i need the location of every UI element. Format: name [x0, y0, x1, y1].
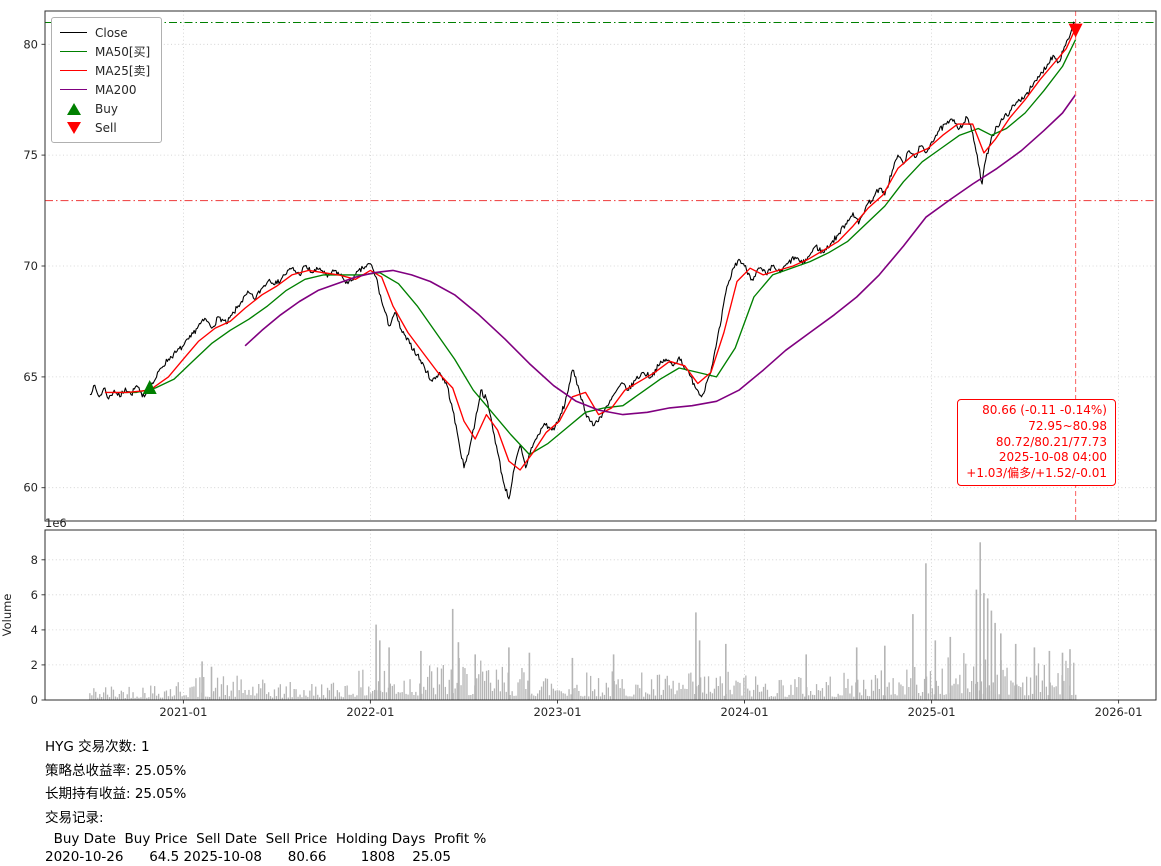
trade-count-line: HYG 交易次数: 1 [45, 736, 486, 760]
trade-record-title: 交易记录: [45, 807, 486, 831]
legend-item-ma25: MA25[卖] [60, 61, 150, 80]
price-volume-plot: 60 65 70 75 80 0 2 4 6 8 2021-01 2022-01 2023-01 2024… [0, 0, 1161, 730]
chart-legend: Close MA50[买] MA25[卖] MA200 Buy Sell [51, 17, 162, 143]
legend-item-ma200: MA200 [60, 80, 150, 99]
close-line-swatch [60, 32, 87, 33]
svg-text:60: 60 [23, 481, 38, 495]
svg-text:2022-01: 2022-01 [346, 705, 394, 719]
svg-text:2023-01: 2023-01 [533, 705, 581, 719]
svg-text:80: 80 [23, 37, 38, 51]
series-3 [245, 95, 1076, 415]
svg-text:2025-01: 2025-01 [908, 705, 956, 719]
legend-label: Buy [95, 102, 118, 116]
volume-axis-label: Volume [0, 594, 14, 637]
legend-item-ma50: MA50[买] [60, 42, 150, 61]
svg-text:2021-01: 2021-01 [159, 705, 207, 719]
sell-marker [1069, 24, 1083, 38]
svg-text:8: 8 [31, 553, 38, 567]
price-annotation-box: 80.66 (-0.11 -0.14%) 72.95~80.98 80.72/8… [957, 399, 1116, 486]
ma200-line-swatch [60, 89, 87, 90]
legend-label: MA200 [95, 83, 136, 97]
trade-table: Buy Date Buy Price Sell Date Sell Price … [45, 831, 486, 866]
svg-text:75: 75 [23, 148, 38, 162]
svg-text:2: 2 [31, 658, 38, 672]
hold-return-line: 长期持有收益: 25.05% [45, 783, 486, 807]
svg-text:6: 6 [31, 588, 38, 602]
svg-text:4: 4 [31, 623, 38, 637]
svg-text:65: 65 [23, 370, 38, 384]
legend-label: MA50[买] [95, 43, 150, 60]
strategy-return-line: 策略总收益率: 25.05% [45, 760, 486, 784]
gridlines [45, 11, 1156, 700]
annotation-datetime: 2025-10-08 04:00 [966, 450, 1107, 466]
svg-text:2024-01: 2024-01 [720, 705, 768, 719]
legend-label: MA25[卖] [95, 62, 150, 79]
trade-table-row: 2020-10-26 64.5 2025-10-08 80.66 1808 25… [45, 849, 486, 866]
legend-item-sell: Sell [60, 118, 150, 137]
ma25-line-swatch [60, 70, 87, 71]
ma50-line-swatch [60, 51, 87, 52]
annotation-price-change: 80.66 (-0.11 -0.14%) [966, 403, 1107, 419]
svg-text:2026-01: 2026-01 [1095, 705, 1143, 719]
series-2 [105, 28, 1076, 470]
volume-bars [89, 542, 1076, 700]
series-0 [90, 22, 1076, 499]
annotation-ma-values: 80.72/80.21/77.73 [966, 435, 1107, 451]
svg-text:0: 0 [31, 693, 38, 707]
series-1 [120, 40, 1076, 455]
legend-label: Sell [95, 121, 117, 135]
legend-item-close: Close [60, 23, 150, 42]
legend-item-buy: Buy [60, 99, 150, 118]
legend-label: Close [95, 26, 128, 40]
svg-text:70: 70 [23, 259, 38, 273]
sell-triangle-icon [67, 122, 81, 134]
volume-offset-label: 1e6 [45, 516, 67, 530]
trade-table-header: Buy Date Buy Price Sell Date Sell Price … [45, 831, 486, 849]
strategy-stats-block: HYG 交易次数: 1 策略总收益率: 25.05% 长期持有收益: 25.05… [45, 736, 486, 866]
axis-ticks-and-labels: 60 65 70 75 80 0 2 4 6 8 2021-01 2022-01 2023-01 2024… [0, 37, 1143, 719]
annotation-signal: +1.03/偏多/+1.52/-0.01 [966, 466, 1107, 482]
buy-triangle-icon [67, 103, 81, 115]
annotation-range: 72.95~80.98 [966, 419, 1107, 435]
